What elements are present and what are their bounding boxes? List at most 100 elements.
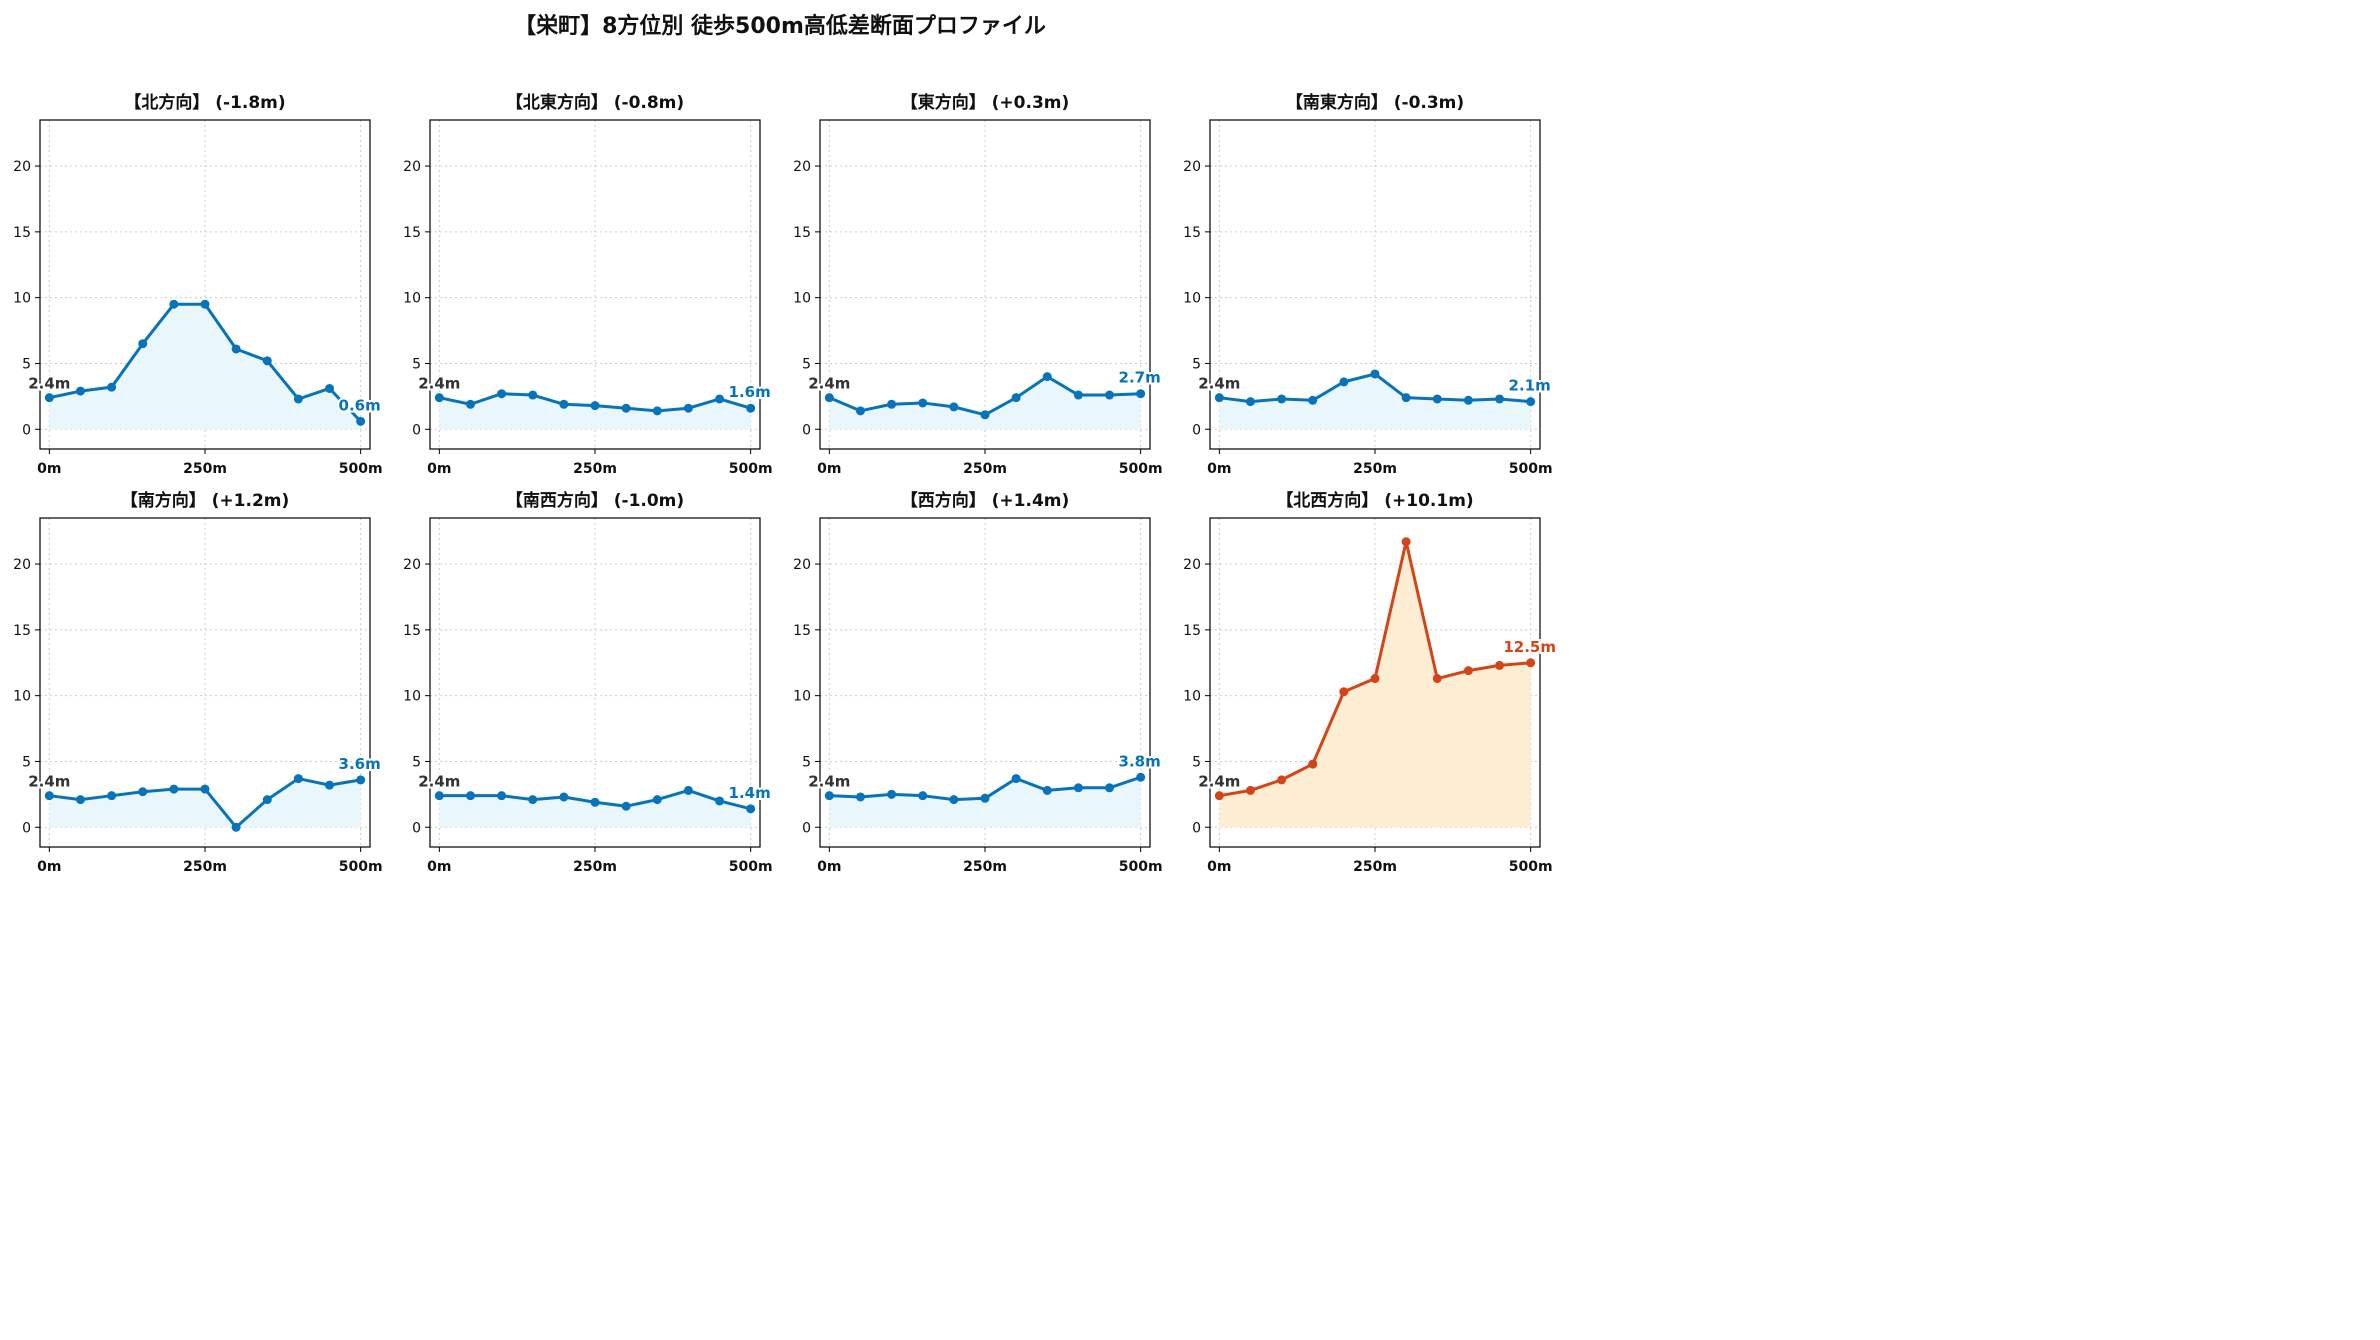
y-tick-label: 20 [403,159,421,175]
y-tick-label: 5 [1192,754,1201,770]
y-tick-label: 10 [1183,291,1201,307]
data-point [1370,674,1380,684]
data-point [356,775,366,785]
data-point [1073,783,1083,793]
x-tick-label: 500m [339,859,383,875]
y-tick-label: 10 [403,291,421,307]
data-point [325,780,335,790]
data-point [138,339,148,349]
data-point [1073,390,1083,400]
y-tick-label: 0 [802,422,811,438]
data-point [1339,377,1349,387]
y-tick-label: 20 [793,159,811,175]
y-tick-label: 10 [793,689,811,705]
y-tick-label: 20 [793,557,811,573]
data-point [107,791,117,801]
data-point [1214,393,1224,403]
y-tick-label: 15 [1183,623,1201,639]
data-point [621,403,631,413]
data-point [855,406,865,416]
y-tick-label: 0 [1192,422,1201,438]
data-point [1401,537,1411,547]
data-point [169,299,179,309]
data-point [75,795,85,805]
y-tick-label: 5 [22,356,31,372]
subplot-2: 【北東方向】 (-0.8m) 0 5 10 15 20 0m 250m 500m 2.4m 1.6m [403,92,773,477]
x-tick-label: 500m [1119,461,1163,477]
x-tick-label: 500m [729,461,773,477]
subplot-title: 【西方向】 (+1.4m) [901,490,1070,511]
data-point [683,785,693,795]
data-point [715,394,725,404]
end-value-label: 2.7m [1119,369,1161,387]
area-fill [439,393,751,430]
data-point [293,774,303,784]
data-point [325,383,335,393]
area-fill [1219,373,1531,430]
data-point [1495,660,1505,670]
subplot-8: 【北西方向】 (+10.1m) 0 5 10 15 20 0m 250m 500m 2.4m 12.… [1183,490,1558,875]
y-tick-label: 15 [793,623,811,639]
data-point [855,792,865,802]
x-tick-label: 0m [817,461,841,477]
data-point [1214,791,1224,801]
data-point [1463,666,1473,676]
subplot-4: 【南東方向】 (-0.3m) 0 5 10 15 20 0m 250m 500m 2.4m 2.1m [1183,92,1553,477]
data-point [262,795,272,805]
x-tick-label: 0m [817,859,841,875]
figure-title: 【栄町】8方位別 徒歩500m高低差断面プロファイル [514,14,1046,39]
y-tick-label: 5 [22,754,31,770]
data-point [1105,783,1115,793]
end-value-label: 1.4m [729,784,771,802]
data-point [1370,369,1380,379]
x-tick-label: 0m [427,859,451,875]
data-point [1136,389,1146,399]
y-tick-label: 15 [13,225,31,241]
start-value-label: 2.4m [808,773,850,791]
subplot-title: 【南方向】 (+1.2m) [121,490,290,511]
data-point [107,382,117,392]
data-point [44,393,54,403]
data-point [262,356,272,366]
y-tick-label: 15 [1183,225,1201,241]
data-point [1136,772,1146,782]
y-tick-label: 10 [1183,689,1201,705]
data-point [1042,372,1052,382]
data-point [1463,395,1473,405]
y-tick-label: 0 [412,422,421,438]
x-tick-label: 500m [1509,859,1553,875]
data-point [1245,397,1255,407]
x-tick-label: 500m [1509,461,1553,477]
data-point [918,791,928,801]
start-value-label: 2.4m [808,375,850,393]
x-tick-label: 250m [1353,461,1397,477]
data-point [1011,393,1021,403]
data-point [887,789,897,799]
data-point [1308,759,1318,769]
data-point [293,394,303,404]
start-value-label: 2.4m [1198,773,1240,791]
x-tick-label: 250m [573,461,617,477]
data-point [528,795,538,805]
end-value-label: 0.6m [339,396,381,414]
y-tick-label: 5 [802,754,811,770]
data-point [1432,674,1442,684]
area-fill [829,376,1141,430]
y-tick-label: 20 [403,557,421,573]
start-value-label: 2.4m [28,773,70,791]
data-point [1277,775,1287,785]
data-point [434,393,444,403]
y-tick-label: 5 [1192,356,1201,372]
data-point [918,398,928,408]
data-point [746,804,756,814]
y-tick-label: 0 [22,422,31,438]
x-tick-label: 0m [427,461,451,477]
end-value-label: 2.1m [1509,377,1551,395]
data-point [1277,394,1287,404]
y-tick-label: 10 [13,689,31,705]
y-tick-label: 15 [13,623,31,639]
y-tick-label: 5 [802,356,811,372]
x-tick-label: 250m [963,859,1007,875]
data-point [44,791,54,801]
